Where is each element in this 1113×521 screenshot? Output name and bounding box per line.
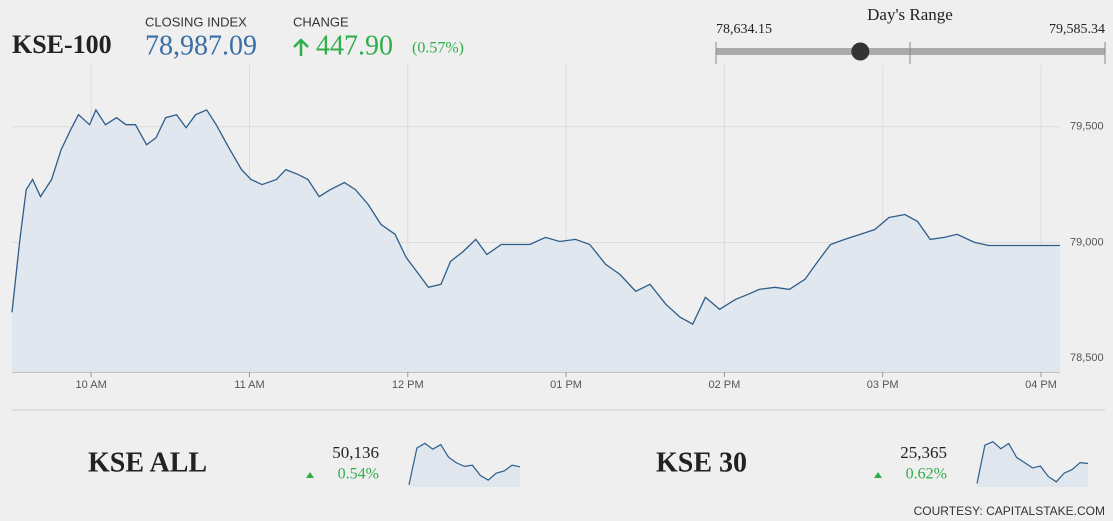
- range-low: 78,634.15: [716, 22, 772, 37]
- mini-name: KSE ALL: [88, 447, 207, 478]
- closing-index: 78,987.09: [145, 30, 257, 61]
- sparkline: [408, 442, 521, 485]
- x-tick-label: 12 PM: [392, 379, 424, 391]
- sparkline: [976, 440, 1089, 484]
- footer: COURTESY: CAPITALSTAKE.COM: [914, 504, 1105, 518]
- range-marker: [851, 42, 870, 61]
- x-tick-label: 10 AM: [76, 379, 107, 391]
- area: [12, 109, 1060, 373]
- x-tick-label: 11 AM: [234, 379, 264, 391]
- x-tick-label: 01 PM: [550, 379, 582, 391]
- index-name: KSE-100: [12, 30, 112, 59]
- y-tick-label: 79,500: [1070, 121, 1104, 133]
- sparkline-area: [977, 441, 1088, 487]
- range-title: Day's Range: [867, 5, 953, 24]
- closing-label: CLOSING INDEX: [145, 14, 247, 29]
- mini-name: KSE 30: [656, 447, 747, 478]
- mini-arrow: [306, 472, 314, 478]
- mini-change: 0.62%: [906, 466, 947, 483]
- change-label: CHANGE: [293, 14, 349, 29]
- x-tick-label: 02 PM: [708, 379, 740, 391]
- mini-value: 50,136: [332, 443, 379, 462]
- y-tick-label: 78,500: [1070, 352, 1104, 364]
- x-tick-label: 04 PM: [1025, 379, 1057, 391]
- change: 447.90: [316, 30, 393, 61]
- mini-value: 25,365: [900, 443, 947, 462]
- y-tick-label: 79,000: [1070, 236, 1104, 248]
- range-high: 79,585.34: [1049, 22, 1105, 37]
- change-pct: (0.57%): [412, 40, 464, 57]
- x-tick-label: 03 PM: [867, 379, 899, 391]
- sparkline-area: [409, 443, 520, 487]
- line: [11, 108, 1060, 326]
- mini-arrow: [874, 472, 882, 478]
- up-arrow: [293, 38, 309, 56]
- mini-change: 0.54%: [338, 466, 379, 483]
